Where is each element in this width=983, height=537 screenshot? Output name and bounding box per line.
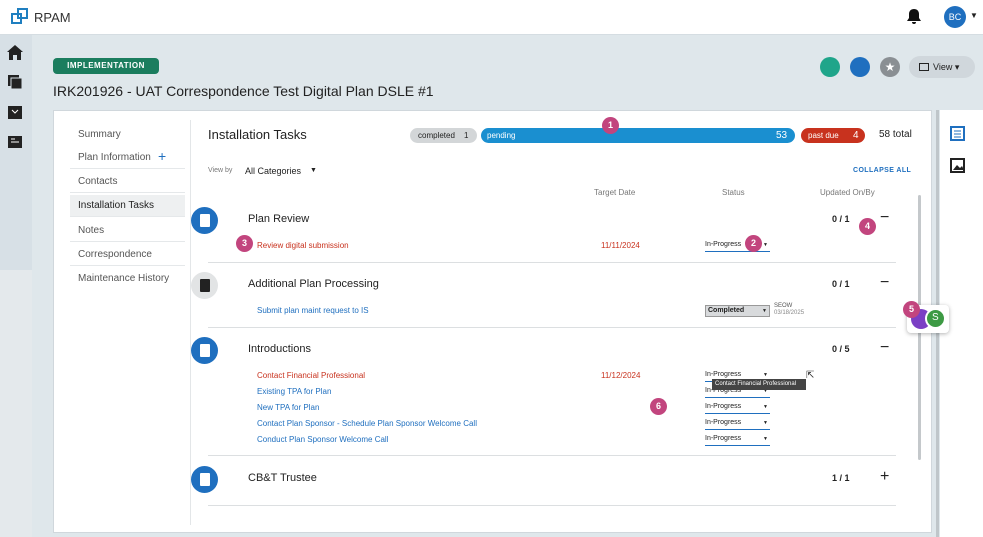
- side-icons[interactable]: [948, 126, 966, 176]
- nav-add: +: [158, 148, 167, 164]
- rail-lower: [0, 270, 32, 537]
- app-name: RPAM: [34, 10, 71, 25]
- main-card: [53, 110, 932, 533]
- bell-icon[interactable]: [905, 7, 923, 25]
- rail-icons[interactable]: [5, 43, 25, 153]
- scroll-track: [936, 110, 939, 537]
- logo-shape: [17, 8, 28, 19]
- nav-item[interactable]: Installation Tasks: [70, 195, 185, 217]
- logo[interactable]: [11, 8, 29, 26]
- view-text: View: [933, 62, 953, 72]
- nav-divider: [190, 120, 191, 525]
- action-edit[interactable]: [820, 57, 840, 77]
- caret[interactable]: ▼: [970, 11, 978, 20]
- badge-text: IMPLEMENTATION: [67, 61, 145, 70]
- view-button[interactable]: View ▾: [909, 56, 975, 78]
- side-panel: [940, 110, 983, 537]
- nav-item[interactable]: Plan Information +: [70, 147, 185, 169]
- top-bar: RPAM BC ▼: [0, 0, 983, 35]
- nav-label: Correspondence: [78, 249, 152, 260]
- icon-rail: [0, 35, 32, 537]
- nav-item[interactable]: Summary: [70, 124, 185, 146]
- user-avatar[interactable]: BC: [944, 6, 966, 28]
- action-mail[interactable]: [850, 57, 870, 77]
- nav-label: Plan Information: [78, 152, 151, 163]
- user-initials: BC: [948, 12, 962, 22]
- nav-item[interactable]: Contacts: [70, 171, 185, 193]
- nav-label: Maintenance History: [78, 273, 170, 284]
- nav-label: Summary: [78, 129, 121, 140]
- page-title: IRK201926 - UAT Correspondence Test Digi…: [53, 83, 434, 99]
- action-star[interactable]: ★: [880, 57, 900, 77]
- nav-item[interactable]: Correspondence: [70, 244, 185, 266]
- nav-label: Contacts: [78, 176, 118, 187]
- nav: Summary Plan Information + Contacts Installa…: [70, 120, 185, 290]
- nav-item[interactable]: Notes: [70, 220, 185, 242]
- nav-label: Notes: [78, 225, 105, 236]
- view-icon: [919, 63, 929, 71]
- nav-item[interactable]: Maintenance History: [70, 268, 185, 290]
- nav-label: Installation Tasks: [78, 200, 154, 211]
- impl-badge: IMPLEMENTATION: [53, 58, 159, 74]
